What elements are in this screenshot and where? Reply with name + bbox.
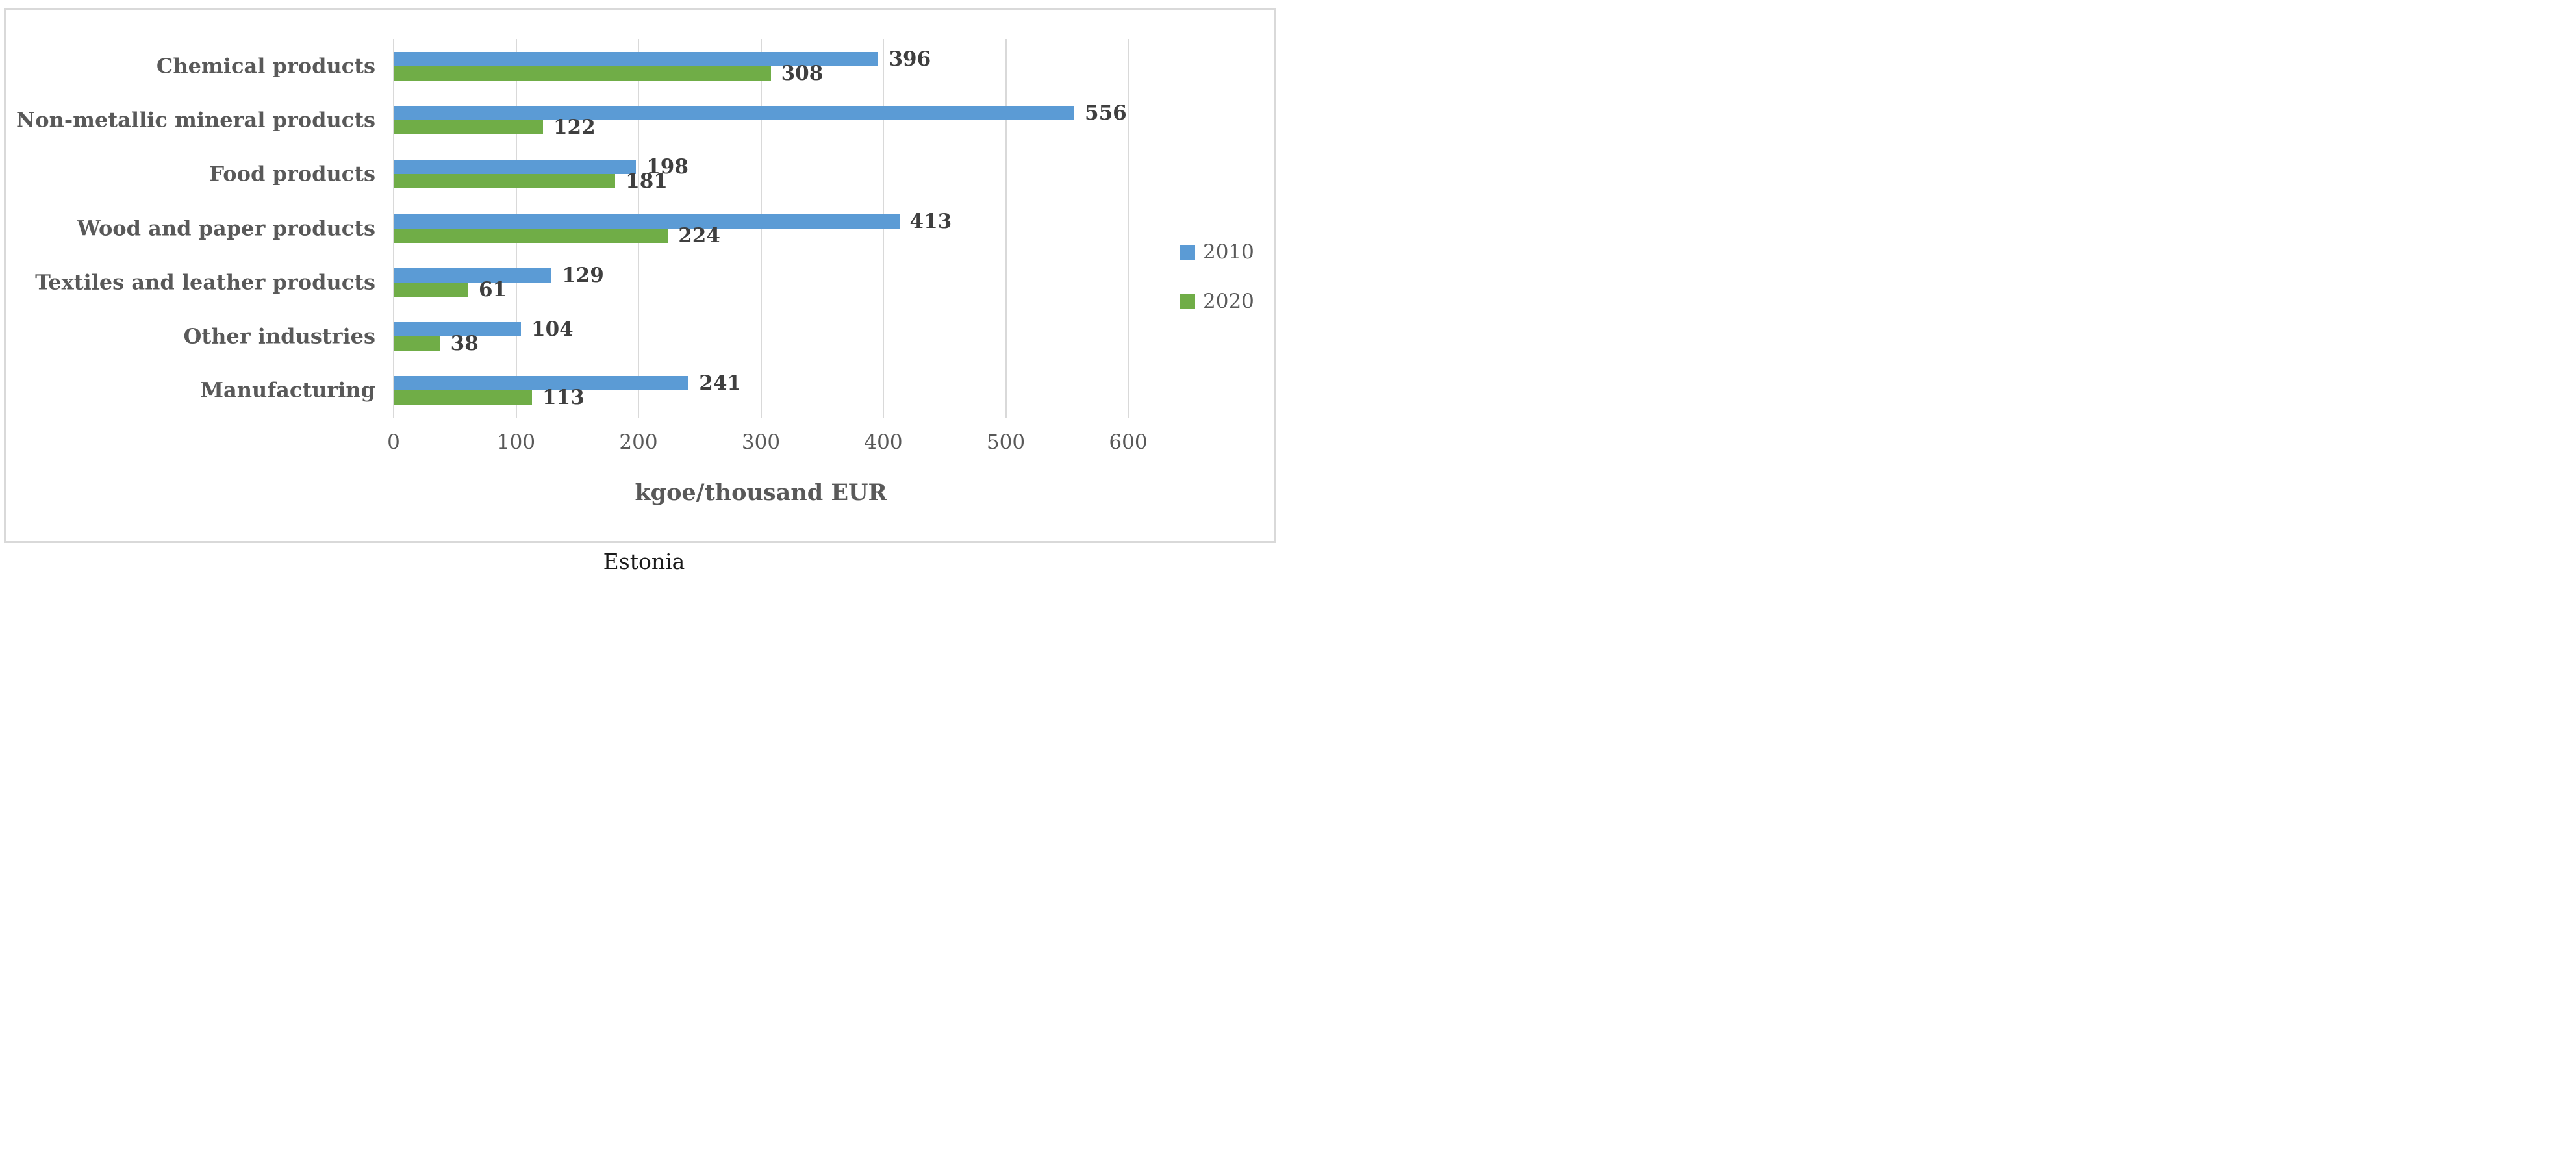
bar-2020: [394, 336, 440, 351]
data-label-2010: 241: [699, 371, 741, 396]
bar-2010: [394, 376, 689, 391]
data-label-2020: 122: [553, 115, 596, 139]
bar-2020: [394, 390, 532, 405]
bar-2010: [394, 105, 1075, 120]
bar-2010: [394, 160, 637, 175]
data-label-2020: 224: [678, 223, 720, 247]
data-label-2020: 113: [542, 386, 585, 410]
legend-label-2020: 2020: [1203, 290, 1254, 313]
category-label: Manufacturing: [200, 377, 375, 403]
data-label-2010: 198: [646, 155, 688, 179]
x-tick-label: 0: [387, 431, 400, 454]
legend-label-2010: 2010: [1203, 240, 1254, 264]
bar-2020: [394, 174, 616, 189]
category-label: Textiles and leather products: [35, 270, 375, 295]
x-axis-title: kgoe/thousand EUR: [635, 479, 887, 506]
x-tick-label: 200: [619, 431, 658, 454]
legend-swatch-2010: [1180, 244, 1195, 260]
category-label: Chemical products: [156, 53, 375, 79]
data-label-2010: 129: [562, 263, 604, 287]
gridline-x-400: [883, 39, 884, 418]
gridline-x-300: [760, 39, 762, 418]
gridline-x-500: [1005, 39, 1007, 418]
bar-2020: [394, 228, 668, 243]
bar-2010: [394, 322, 522, 337]
figure-caption: Estonia: [603, 549, 685, 574]
data-label-2010: 396: [889, 47, 931, 71]
bar-2010: [394, 51, 879, 66]
category-label: Non-metallic mineral products: [16, 107, 375, 132]
estonia-energy-intensity-figure: 0 100 200 300 400 500 600 Chemical products 396 3…: [0, 0, 1288, 586]
data-label-2010: 413: [909, 209, 952, 233]
data-label-2020: 181: [625, 170, 668, 194]
data-label-2010: 556: [1085, 101, 1127, 125]
x-tick-label: 400: [864, 431, 903, 454]
gridline-x-600: [1128, 39, 1129, 418]
data-label-2020: 38: [450, 332, 479, 356]
x-tick-label: 600: [1109, 431, 1148, 454]
data-label-2020: 61: [478, 277, 507, 301]
category-label: Wood and paper products: [77, 215, 375, 240]
legend-swatch-2020: [1180, 294, 1195, 309]
x-tick-label: 100: [496, 431, 536, 454]
bar-2020: [394, 282, 468, 297]
category-label: Food products: [209, 161, 375, 186]
data-label-2020: 308: [781, 61, 824, 85]
category-label: Other industries: [183, 323, 375, 349]
data-label-2010: 104: [531, 318, 574, 342]
bar-2010: [394, 268, 552, 283]
bar-2020: [394, 66, 771, 81]
x-tick-label: 300: [741, 431, 781, 454]
bar-2020: [394, 120, 543, 134]
x-tick-label: 500: [986, 431, 1026, 454]
chart-border-box: [4, 8, 1276, 543]
bar-2010: [394, 214, 900, 229]
